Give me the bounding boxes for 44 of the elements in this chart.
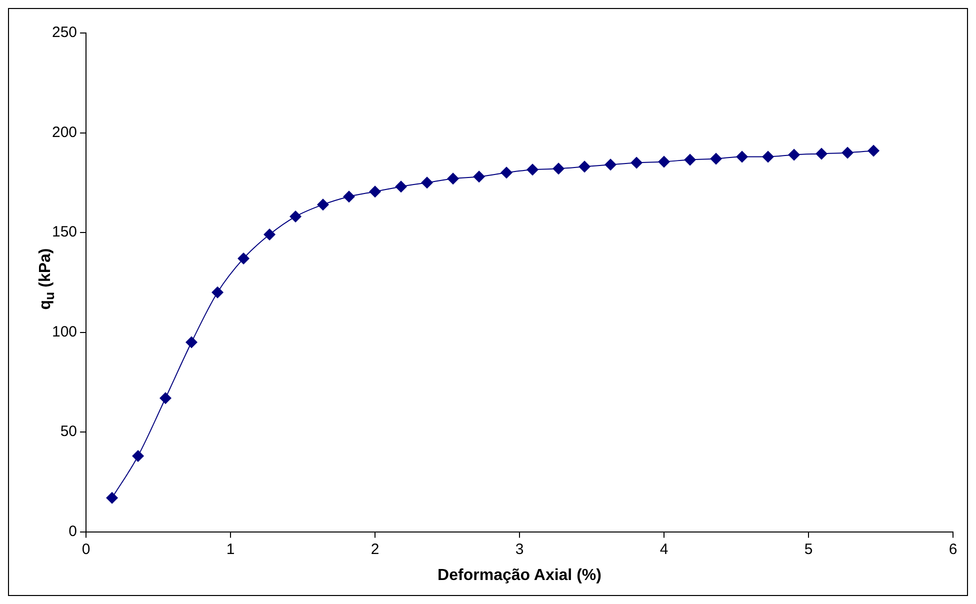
point	[369, 186, 382, 198]
x-axis-title: Deformação Axial (%)	[438, 566, 602, 584]
x-tick-label: 5	[804, 540, 813, 558]
x-tick-label: 4	[660, 540, 668, 558]
x-tick-label: 2	[370, 540, 380, 558]
y-tick-label: 100	[52, 323, 78, 340]
point	[526, 164, 539, 176]
point	[736, 150, 748, 163]
y-tick-label: 200	[52, 124, 78, 141]
point	[604, 158, 617, 171]
point	[264, 228, 276, 241]
point	[630, 156, 643, 169]
x-tick-label: 6	[948, 540, 958, 558]
point	[658, 156, 670, 168]
point	[290, 210, 302, 223]
point	[106, 492, 118, 504]
point	[816, 148, 828, 160]
y-tick-label: 50	[60, 423, 78, 440]
point	[160, 392, 172, 404]
point	[132, 450, 144, 462]
point	[421, 176, 434, 189]
point	[578, 160, 591, 173]
x-tick-label: 0	[82, 540, 90, 558]
point	[842, 146, 854, 159]
point	[500, 166, 513, 179]
point	[212, 286, 224, 298]
y-tick-label: 0	[68, 522, 78, 540]
point	[395, 180, 408, 193]
y-tick-label: 150	[52, 224, 78, 241]
point	[788, 148, 800, 161]
point	[447, 172, 460, 185]
point	[868, 144, 880, 157]
x-tick-label: 3	[515, 540, 524, 558]
point	[684, 154, 696, 166]
point	[317, 198, 329, 211]
point	[710, 152, 722, 165]
point	[762, 150, 774, 163]
point	[238, 252, 250, 264]
point	[552, 162, 565, 175]
point	[473, 170, 486, 183]
x-tick-label: 1	[226, 540, 235, 558]
y-tick-label: 250	[52, 24, 78, 42]
point	[186, 336, 198, 348]
point	[343, 190, 356, 203]
